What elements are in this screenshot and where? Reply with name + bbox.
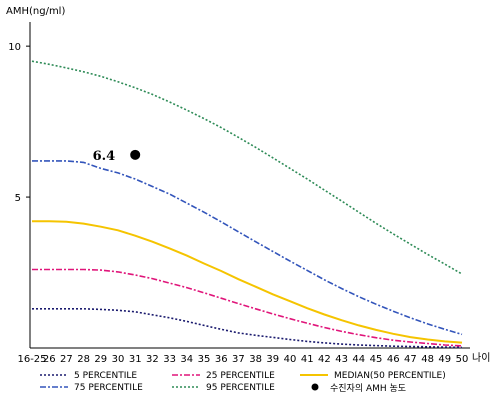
x-tick-label: 31	[129, 354, 142, 365]
series-line	[32, 268, 463, 347]
series-layer	[31, 60, 463, 349]
patient-point	[130, 149, 141, 160]
x-tick-label: 37	[232, 354, 245, 365]
x-tick-label: 27	[60, 354, 73, 365]
x-tick-label: 50	[456, 354, 469, 365]
x-tick-label: 39	[266, 354, 279, 365]
series-line	[32, 160, 463, 336]
x-tick-label: 35	[198, 354, 211, 365]
x-tick-label: 41	[301, 354, 314, 365]
x-tick-label: 34	[180, 354, 193, 365]
y-tick-label: 10	[8, 42, 21, 53]
y-axis-title: AMH(ng/ml)	[6, 6, 65, 17]
x-tick-label: 38	[249, 354, 262, 365]
x-tick-label: 43	[335, 354, 348, 365]
x-tick-label: 30	[112, 354, 125, 365]
x-tick-label: 33	[163, 354, 176, 365]
x-axis-title: 나이	[472, 352, 490, 364]
x-tick-label: 48	[421, 354, 434, 365]
x-tick-label: 26	[43, 354, 56, 365]
legend-label: 수진자의 AMH 농도	[330, 383, 406, 394]
x-tick-label: 44	[352, 354, 365, 365]
x-tick-label: 16-25	[17, 354, 46, 365]
legend-label: MEDIAN(50 PERCENTILE)	[334, 371, 446, 381]
x-tick-label: 46	[387, 354, 400, 365]
legend-label: 25 PERCENTILE	[206, 371, 275, 381]
x-tick-label: 36	[215, 354, 228, 365]
x-tick-label: 42	[318, 354, 331, 365]
points-layer: 6.4	[93, 149, 141, 164]
legend-label: 95 PERCENTILE	[206, 383, 275, 393]
y-tick-label: 5	[15, 193, 21, 204]
series-line	[32, 308, 463, 349]
patient-point-label: 6.4	[93, 149, 116, 164]
series-line	[32, 220, 463, 344]
legend-label: 5 PERCENTILE	[74, 371, 137, 381]
legend-point-marker	[311, 383, 319, 391]
legend: 5 PERCENTILE 25 PERCENTILE MEDIAN(50 PERCE…	[40, 371, 446, 394]
x-tick-label: 28	[77, 354, 90, 365]
x-tick-label: 49	[438, 354, 451, 365]
legend-label: 75 PERCENTILE	[74, 383, 143, 393]
x-tick-label: 40	[284, 354, 297, 365]
x-tick-label: 45	[370, 354, 383, 365]
series-line	[31, 60, 463, 275]
x-tick-label: 32	[146, 354, 159, 365]
x-tick-label: 29	[94, 354, 107, 365]
x-tick-label: 47	[404, 354, 417, 365]
